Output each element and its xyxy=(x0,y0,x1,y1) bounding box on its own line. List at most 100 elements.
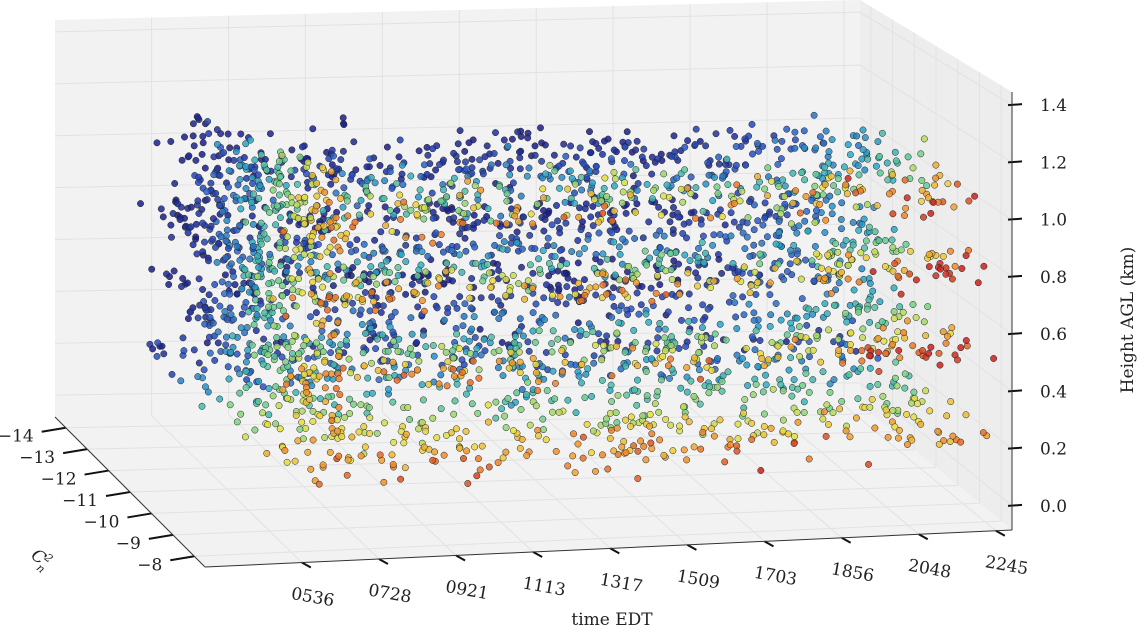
data-point xyxy=(880,337,888,345)
data-point xyxy=(657,150,665,158)
data-point xyxy=(518,245,526,253)
data-point xyxy=(422,268,430,276)
y-tick-mark xyxy=(41,426,66,433)
data-point xyxy=(309,125,317,133)
data-point xyxy=(917,197,925,205)
data-point xyxy=(817,358,825,366)
data-point xyxy=(661,334,669,342)
data-point xyxy=(787,354,795,362)
data-point xyxy=(592,250,600,258)
data-point xyxy=(294,262,302,270)
data-point xyxy=(685,290,693,298)
data-point xyxy=(298,143,306,151)
data-point xyxy=(819,191,827,199)
data-point xyxy=(681,143,689,151)
data-point xyxy=(242,367,250,375)
data-point xyxy=(849,241,857,249)
data-point xyxy=(332,294,339,301)
data-point xyxy=(882,350,890,357)
data-point xyxy=(321,384,329,392)
data-point xyxy=(325,199,333,206)
data-point xyxy=(558,347,566,355)
data-point xyxy=(379,245,387,253)
data-point xyxy=(286,322,294,330)
data-point xyxy=(642,162,650,170)
data-point xyxy=(935,440,943,448)
data-point xyxy=(408,280,416,288)
data-point xyxy=(699,301,707,309)
data-point xyxy=(365,278,373,286)
data-point xyxy=(367,263,375,271)
data-point xyxy=(633,270,641,278)
data-point xyxy=(639,412,647,420)
data-point xyxy=(788,325,796,333)
data-point xyxy=(402,290,410,298)
data-point xyxy=(562,152,570,160)
data-point xyxy=(201,320,209,328)
data-point xyxy=(319,207,327,215)
data-point xyxy=(503,220,511,228)
data-point xyxy=(903,317,911,325)
data-point xyxy=(679,198,687,206)
data-point xyxy=(363,390,371,398)
data-point xyxy=(307,252,315,260)
data-point xyxy=(754,363,762,370)
data-point xyxy=(559,368,566,376)
data-point xyxy=(450,214,458,222)
data-point xyxy=(912,276,920,284)
data-point xyxy=(532,300,540,308)
data-point xyxy=(758,239,766,247)
data-point xyxy=(592,283,600,291)
data-point xyxy=(313,350,321,357)
data-point xyxy=(571,189,578,197)
data-point xyxy=(367,173,375,181)
data-point xyxy=(153,352,161,360)
data-point xyxy=(783,211,791,219)
data-point xyxy=(250,190,257,198)
data-point xyxy=(456,293,464,301)
data-point xyxy=(284,256,292,263)
data-point xyxy=(202,383,209,391)
data-point xyxy=(643,180,651,188)
data-point xyxy=(643,392,651,400)
data-point xyxy=(947,398,955,406)
data-point xyxy=(394,272,402,279)
data-point xyxy=(318,322,326,330)
data-point xyxy=(340,121,348,129)
data-point xyxy=(398,161,406,169)
data-point xyxy=(442,431,450,439)
data-point xyxy=(668,333,675,341)
data-point xyxy=(762,381,770,389)
data-point xyxy=(610,238,618,246)
x-tick-mark xyxy=(378,558,389,565)
data-point xyxy=(377,228,385,236)
data-point xyxy=(461,234,469,242)
data-point xyxy=(461,199,469,207)
data-point xyxy=(174,200,182,208)
data-point xyxy=(149,345,157,353)
data-point xyxy=(477,294,485,302)
data-point xyxy=(390,337,398,345)
data-point xyxy=(456,444,464,452)
data-point xyxy=(312,309,320,317)
data-point xyxy=(169,210,177,217)
data-point xyxy=(756,260,764,268)
data-point xyxy=(339,364,347,372)
data-point xyxy=(925,350,933,357)
data-point xyxy=(288,350,296,357)
data-point xyxy=(823,310,831,318)
data-point xyxy=(902,240,910,248)
data-point xyxy=(227,311,235,319)
data-point xyxy=(801,176,809,184)
data-point xyxy=(589,203,597,210)
data-point xyxy=(583,420,591,428)
data-point xyxy=(222,333,230,341)
data-point xyxy=(454,140,462,148)
data-point xyxy=(424,151,432,159)
data-point xyxy=(366,430,374,437)
data-point xyxy=(695,366,703,374)
data-point xyxy=(190,346,198,354)
data-point xyxy=(791,128,799,136)
data-point xyxy=(260,230,268,238)
